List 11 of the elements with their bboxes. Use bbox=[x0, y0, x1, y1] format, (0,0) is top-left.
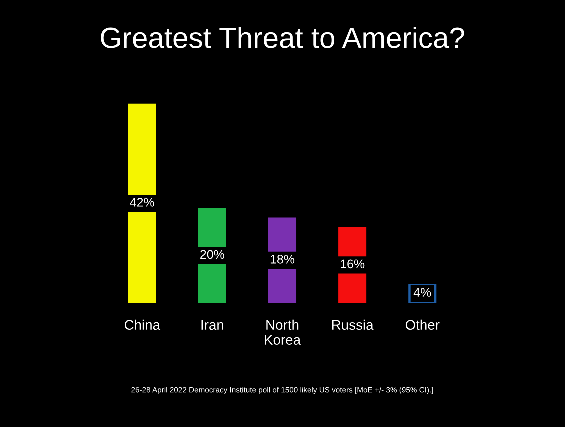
data-label: 4% bbox=[414, 288, 432, 297]
data-label: 18% bbox=[270, 254, 295, 264]
data-label: 42% bbox=[130, 198, 154, 207]
x-tick-label: Russia bbox=[332, 320, 374, 330]
x-tick-label: North Korea bbox=[265, 320, 302, 345]
x-tick-label: Other bbox=[406, 320, 440, 330]
chart-title: Greatest Threat to America? bbox=[101, 26, 464, 48]
data-label: 16% bbox=[341, 260, 365, 269]
x-tick-label: China bbox=[124, 320, 161, 330]
x-tick-label: Iran bbox=[202, 320, 224, 330]
data-label: 20% bbox=[200, 250, 225, 260]
